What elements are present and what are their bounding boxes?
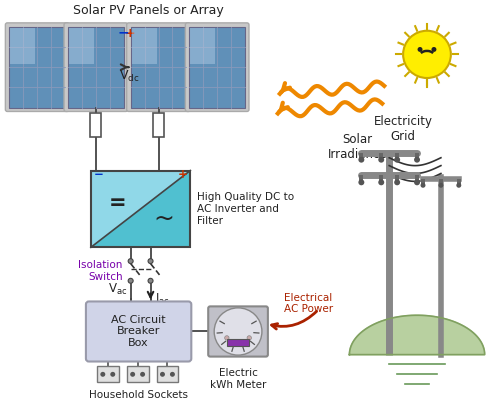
Circle shape: [438, 183, 444, 188]
Circle shape: [456, 183, 461, 188]
Bar: [190, 28, 215, 64]
Text: −: −: [117, 26, 128, 39]
Bar: [379, 176, 383, 181]
Circle shape: [394, 157, 400, 163]
Text: Electrical
AC Power: Electrical AC Power: [284, 293, 333, 314]
Circle shape: [148, 278, 153, 283]
Bar: [439, 179, 443, 184]
Circle shape: [394, 179, 400, 185]
Circle shape: [214, 308, 262, 355]
Bar: [69, 28, 94, 64]
Bar: [395, 176, 399, 181]
Circle shape: [229, 340, 234, 345]
FancyBboxPatch shape: [64, 23, 127, 111]
Circle shape: [378, 157, 384, 163]
Bar: [153, 113, 164, 137]
Circle shape: [140, 372, 145, 377]
Text: +: +: [177, 168, 187, 181]
Circle shape: [358, 179, 365, 185]
Polygon shape: [91, 171, 190, 247]
Bar: [126, 366, 149, 382]
Polygon shape: [91, 171, 190, 247]
FancyBboxPatch shape: [126, 23, 190, 111]
Bar: [10, 28, 36, 64]
Circle shape: [110, 372, 115, 377]
Circle shape: [225, 336, 229, 340]
Text: ~: ~: [153, 207, 174, 231]
Circle shape: [128, 259, 133, 264]
Text: Electricity
Grid: Electricity Grid: [373, 115, 433, 143]
Text: Solar
Irradiance: Solar Irradiance: [328, 133, 387, 161]
FancyBboxPatch shape: [86, 302, 191, 362]
Text: AC Circuit
Breaker
Box: AC Circuit Breaker Box: [111, 315, 166, 348]
Bar: [415, 176, 419, 181]
Text: −: −: [94, 168, 104, 181]
Bar: [130, 27, 186, 108]
Bar: [379, 153, 383, 159]
Circle shape: [243, 340, 247, 345]
Circle shape: [431, 47, 436, 52]
Bar: [91, 171, 190, 247]
Bar: [395, 153, 399, 159]
Bar: [227, 339, 249, 346]
Circle shape: [128, 278, 133, 283]
Bar: [189, 27, 245, 108]
Bar: [132, 28, 157, 64]
FancyBboxPatch shape: [5, 23, 69, 111]
Circle shape: [414, 179, 420, 185]
Text: High Quality DC to
AC Inverter and
Filter: High Quality DC to AC Inverter and Filte…: [197, 192, 294, 226]
Text: V$_{\rm ac}$: V$_{\rm ac}$: [108, 281, 127, 297]
Circle shape: [414, 157, 420, 163]
Text: Isolation
Switch: Isolation Switch: [79, 260, 123, 282]
Circle shape: [148, 259, 153, 264]
Bar: [68, 27, 124, 108]
Bar: [90, 113, 101, 137]
Bar: [359, 153, 364, 159]
Circle shape: [420, 183, 425, 188]
Circle shape: [170, 372, 175, 377]
Circle shape: [247, 336, 251, 340]
Circle shape: [378, 179, 384, 185]
FancyBboxPatch shape: [185, 23, 249, 111]
Bar: [97, 366, 119, 382]
Text: Household Sockets: Household Sockets: [89, 390, 188, 400]
FancyBboxPatch shape: [208, 306, 268, 357]
Bar: [421, 179, 425, 184]
Text: V$_{\rm dc}$: V$_{\rm dc}$: [119, 69, 139, 84]
Circle shape: [417, 47, 422, 52]
Bar: [359, 176, 364, 181]
Bar: [157, 366, 178, 382]
Text: I$_{\rm ac}$: I$_{\rm ac}$: [155, 291, 169, 307]
Bar: [457, 179, 461, 184]
Circle shape: [130, 372, 135, 377]
Text: +: +: [124, 26, 135, 39]
Circle shape: [100, 372, 105, 377]
Circle shape: [160, 372, 165, 377]
Polygon shape: [349, 315, 485, 354]
Text: =: =: [109, 193, 126, 213]
Text: Solar PV Panels or Array: Solar PV Panels or Array: [73, 4, 224, 17]
Bar: [415, 153, 419, 159]
Circle shape: [358, 157, 365, 163]
Bar: [9, 27, 65, 108]
Circle shape: [236, 342, 240, 346]
Circle shape: [403, 31, 451, 78]
Text: Electric
kWh Meter: Electric kWh Meter: [210, 368, 266, 390]
